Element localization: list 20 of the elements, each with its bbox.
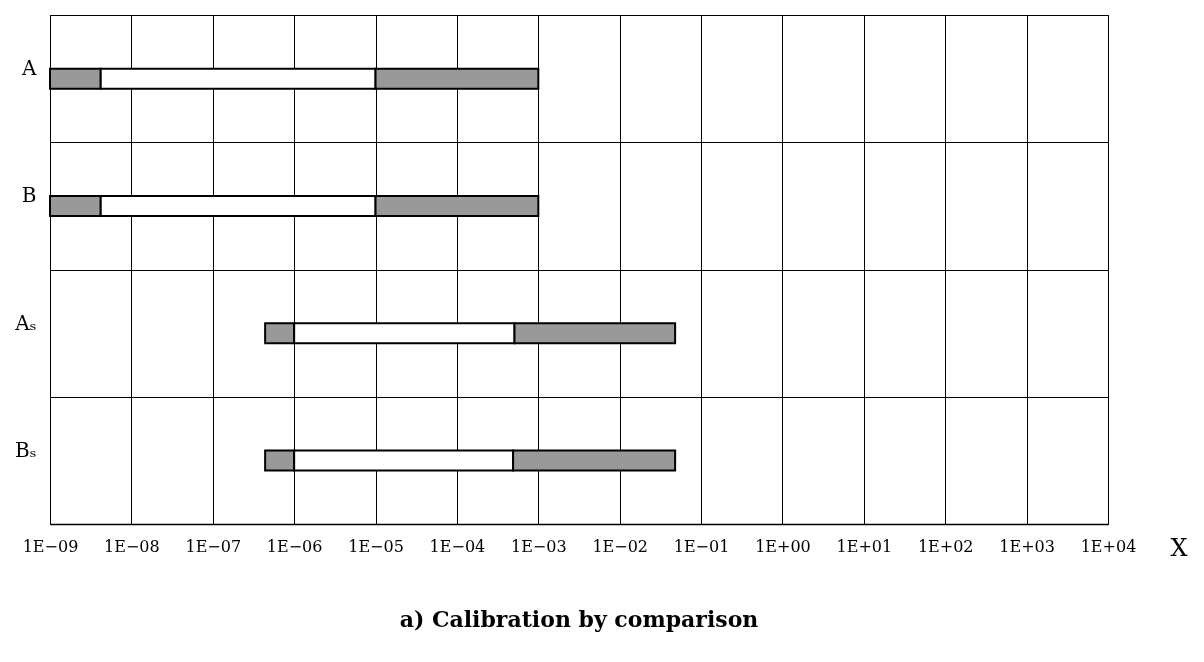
x-axis-title: X <box>1170 533 1188 562</box>
y-tick-label: A <box>21 56 38 81</box>
x-tick-label: 1E−09 <box>22 536 79 556</box>
x-tick-label: 1E+04 <box>1080 536 1137 556</box>
x-tick-label: 1E−08 <box>104 536 160 556</box>
x-tick-label: 1E+02 <box>917 536 974 556</box>
x-tick-label: 1E−01 <box>673 536 730 556</box>
x-tick-label: 1E+01 <box>836 536 893 556</box>
x-tick-label: 1E−02 <box>592 536 648 556</box>
x-tick-label: 1E−06 <box>266 536 323 556</box>
y-tick-label: B <box>21 183 37 208</box>
x-tick-label: 1E−03 <box>511 536 567 556</box>
x-tick-label: 1E−07 <box>185 536 242 556</box>
x-tick-label: 1E−04 <box>429 536 486 556</box>
y-tick-label: Bₛ <box>15 437 37 462</box>
x-tick-label: 1E+03 <box>999 536 1055 556</box>
text: a) Calibration by comparison <box>399 606 759 632</box>
x-tick-label: 1E−05 <box>348 536 404 556</box>
x-tick-label: 1E+00 <box>755 536 811 556</box>
y-tick-label: Aₛ <box>14 310 37 335</box>
